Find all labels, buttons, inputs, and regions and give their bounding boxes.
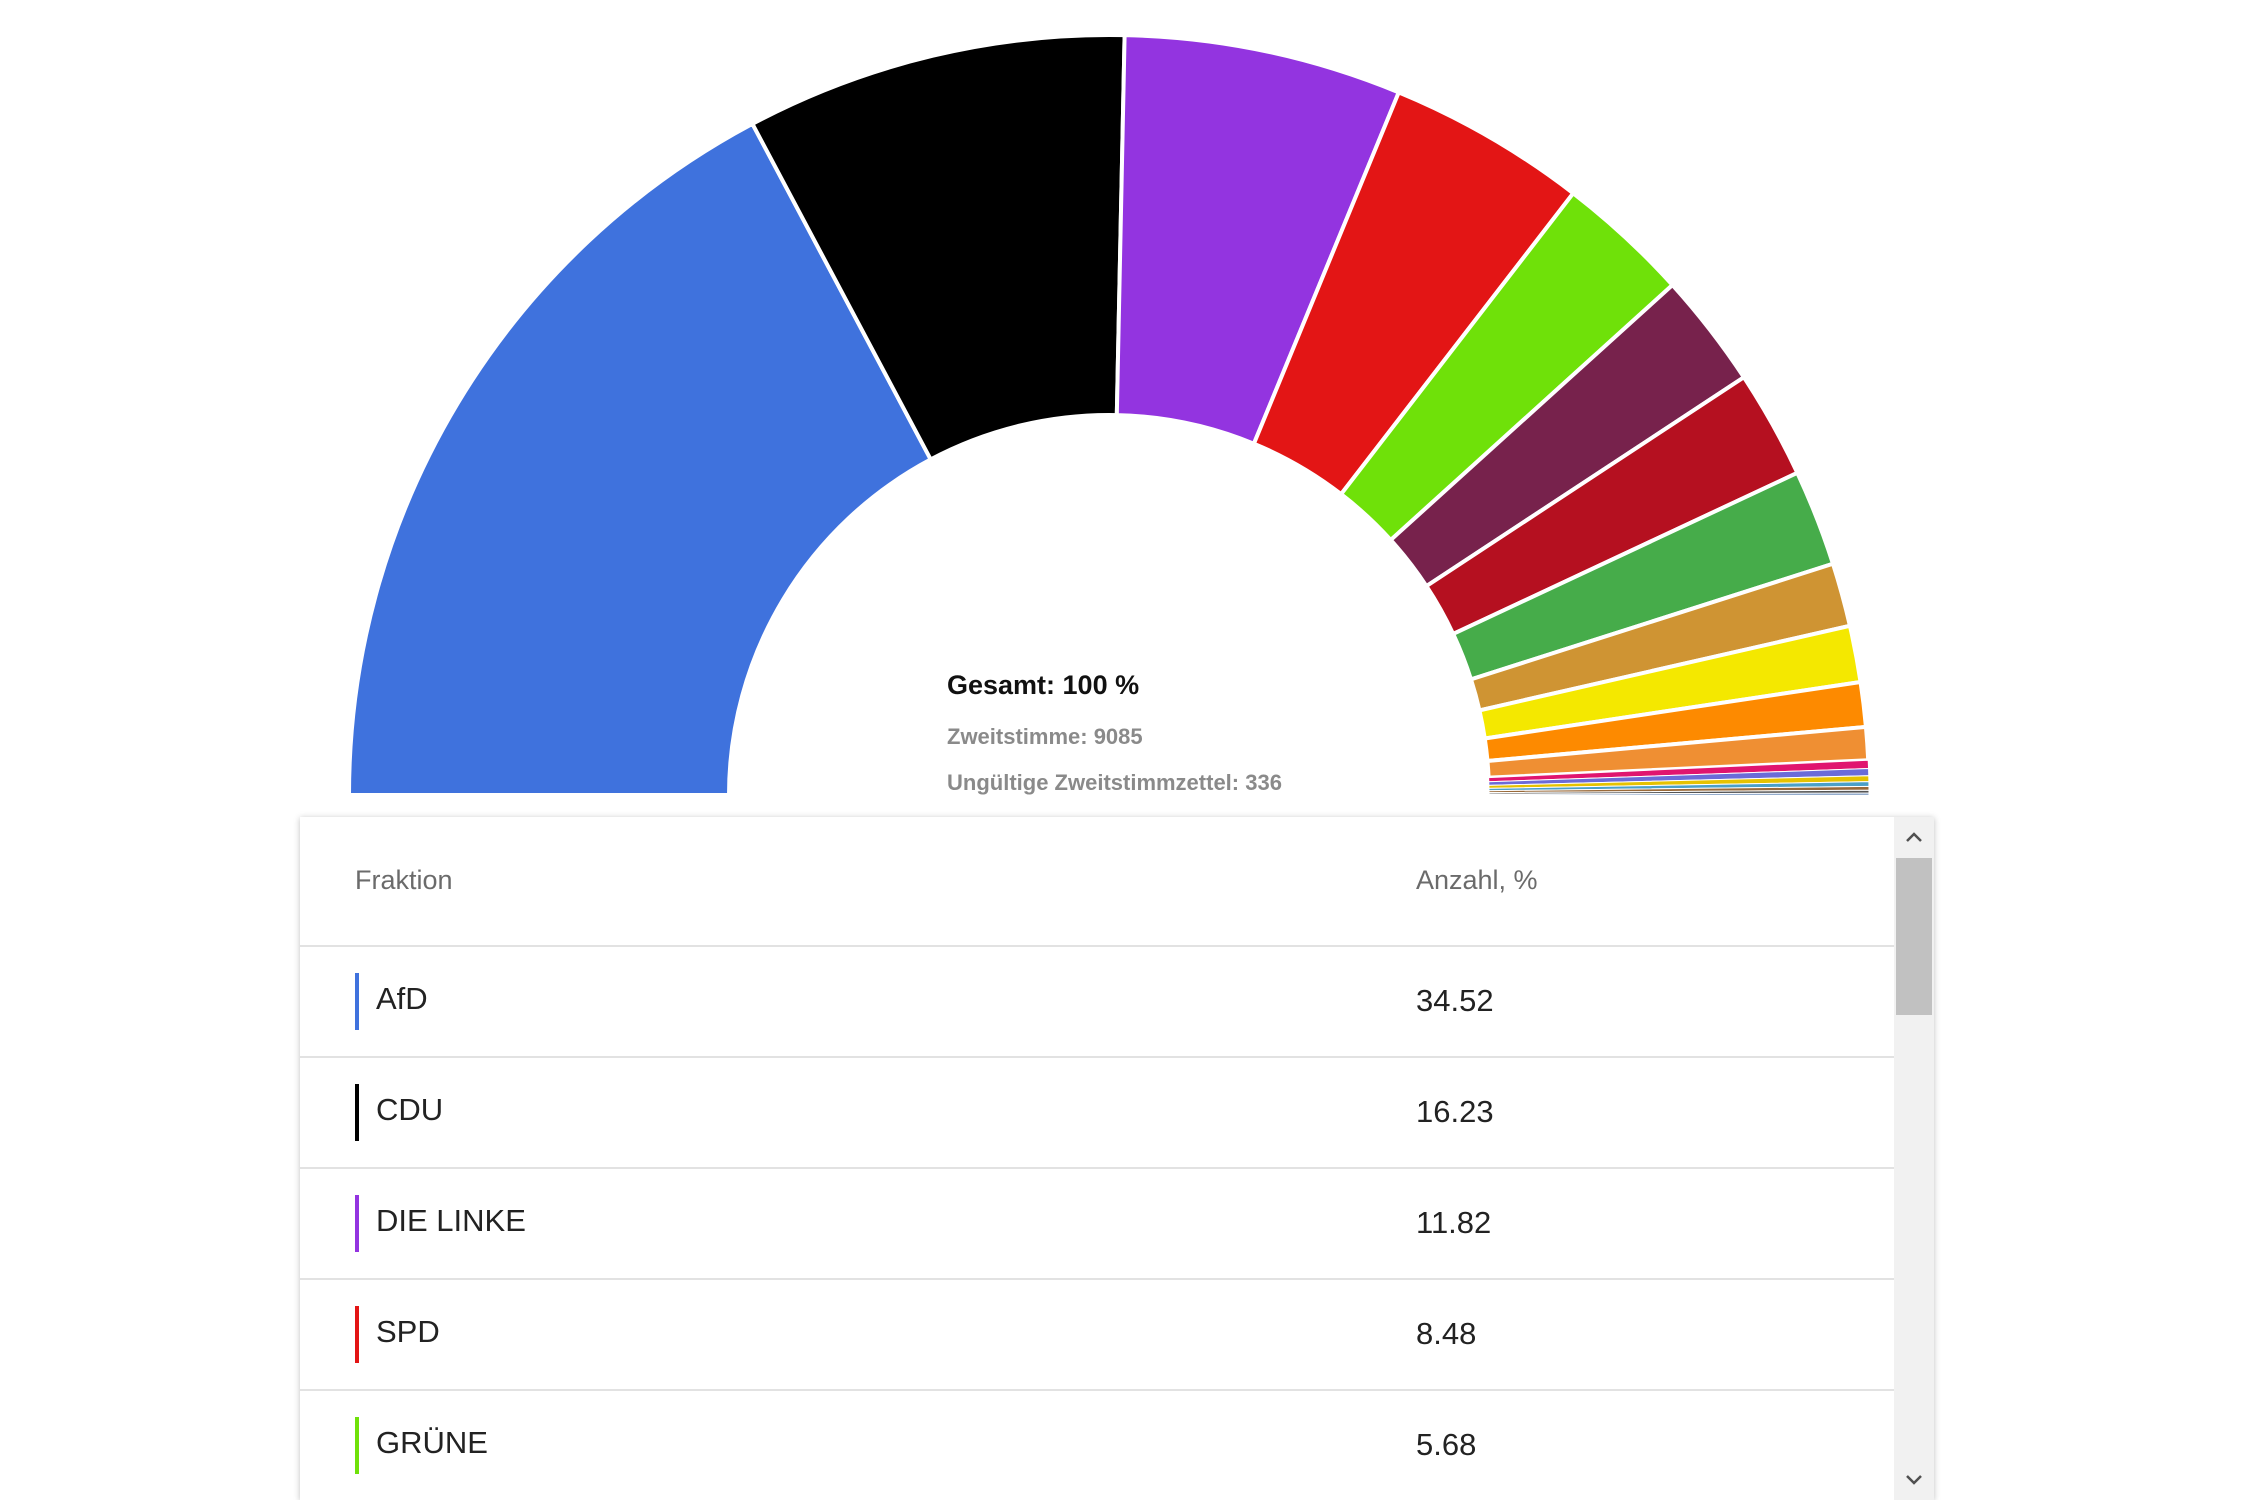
header-value[interactable]: Anzahl, % (1416, 865, 1538, 895)
donut-segment-afd[interactable] (346, 121, 934, 797)
party-name: AfD (376, 981, 428, 1016)
table-header: Fraktion Anzahl, % (300, 817, 1894, 947)
table-body: AfD 34.52 CDU 16.23 DIE LINKE 11.82 SPD … (300, 947, 1894, 1500)
table-row[interactable]: AfD 34.52 (300, 947, 1894, 1058)
center-votes-label: Zweitstimme: 9085 (947, 724, 1143, 749)
party-name: SPD (376, 1314, 440, 1349)
chevron-up-icon[interactable] (1894, 817, 1934, 857)
table-scrollbar[interactable] (1894, 817, 1934, 1500)
party-color-swatch (355, 973, 359, 1030)
table-row[interactable]: GRÜNE 5.68 (300, 1391, 1894, 1500)
party-value: 5.68 (1416, 1427, 1477, 1462)
donut-segment-party-18[interactable] (1488, 792, 1870, 796)
donut-segments (346, 33, 1871, 797)
party-value: 8.48 (1416, 1316, 1477, 1351)
center-total-label: Gesamt: 100 % (947, 670, 1140, 700)
party-value: 34.52 (1416, 983, 1494, 1018)
chevron-down-icon[interactable] (1894, 1460, 1934, 1500)
scrollbar-thumb[interactable] (1896, 858, 1932, 1015)
table-row[interactable]: DIE LINKE 11.82 (300, 1169, 1894, 1280)
party-color-swatch (355, 1306, 359, 1363)
party-name: CDU (376, 1092, 444, 1127)
header-party[interactable]: Fraktion (355, 865, 453, 895)
party-name: DIE LINKE (376, 1203, 526, 1238)
results-table: Fraktion Anzahl, % AfD 34.52 CDU 16.23 D… (300, 817, 1934, 1500)
party-name: GRÜNE (376, 1425, 488, 1460)
party-value: 11.82 (1416, 1205, 1492, 1240)
party-color-swatch (355, 1195, 359, 1252)
party-color-swatch (355, 1084, 359, 1141)
party-color-swatch (355, 1417, 359, 1474)
table-row[interactable]: SPD 8.48 (300, 1280, 1894, 1391)
center-invalid-label: Ungültige Zweitstimmzettel: 336 (947, 770, 1282, 795)
party-value: 16.23 (1416, 1094, 1494, 1129)
table-row[interactable]: CDU 16.23 (300, 1058, 1894, 1169)
donut-segment-cdu[interactable] (749, 33, 1127, 463)
